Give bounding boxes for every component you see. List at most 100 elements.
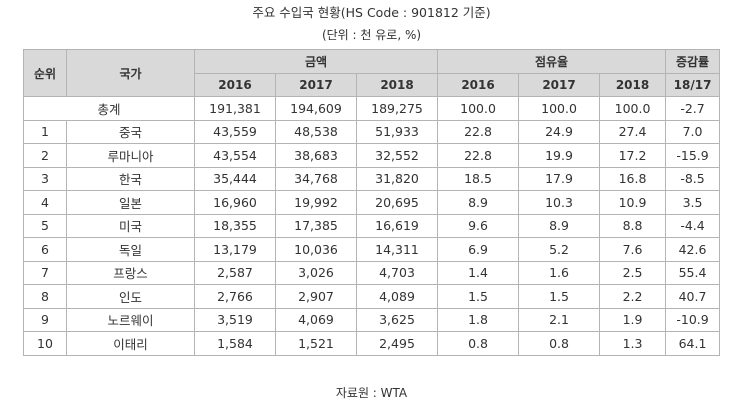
share-cell: 17.2 (599, 143, 667, 168)
amount-cell: 4,089 (355, 284, 439, 309)
share-cell: 1.6 (518, 260, 601, 285)
table-row: 6 독일 13,179 10,036 14,311 6.9 5.2 7.6 42.6 (23, 237, 721, 262)
amount-cell: 2,766 (194, 284, 276, 309)
amount-cell: 2,495 (355, 331, 439, 356)
table-row: 8 인도 2,766 2,907 4,089 1.5 1.5 2.2 40.7 (23, 284, 721, 309)
change-cell: 42.6 (665, 237, 721, 262)
share-cell: 8.9 (518, 213, 601, 238)
amount-cell: 194,609 (275, 96, 357, 121)
change-cell: 64.1 (665, 331, 721, 356)
share-cell: 6.9 (437, 237, 520, 262)
amount-cell: 3,519 (194, 307, 276, 332)
header-country: 국가 (66, 49, 195, 97)
rank-cell: 1 (23, 119, 67, 144)
header-amount-year: 2017 (275, 72, 357, 97)
header-amount: 금액 (193, 49, 439, 74)
share-cell: 27.4 (599, 119, 667, 144)
share-cell: 8.8 (599, 213, 667, 238)
table-row: 4 일본 16,960 19,992 20,695 8.9 10.3 10.9 3.5 (23, 190, 721, 215)
amount-cell: 51,933 (355, 119, 439, 144)
country-cell: 인도 (66, 284, 195, 309)
table-body: 총계 191,381 194,609 189,275 100.0 100.0 1… (23, 96, 721, 356)
amount-cell: 13,179 (194, 237, 276, 262)
amount-cell: 14,311 (355, 237, 439, 262)
country-cell: 프랑스 (66, 260, 195, 285)
rank-cell: 9 (23, 307, 67, 332)
change-cell: -15.9 (665, 143, 721, 168)
change-cell: -8.5 (665, 166, 721, 191)
share-cell: 0.8 (518, 331, 601, 356)
country-cell: 노르웨이 (66, 307, 195, 332)
total-row: 총계 191,381 194,609 189,275 100.0 100.0 1… (23, 96, 721, 121)
rank-cell: 7 (23, 260, 67, 285)
country-cell: 이태리 (66, 331, 195, 356)
share-cell: 1.8 (437, 307, 520, 332)
amount-cell: 1,521 (275, 331, 357, 356)
table-row: 7 프랑스 2,587 3,026 4,703 1.4 1.6 2.5 55.4 (23, 260, 721, 285)
amount-cell: 48,538 (275, 119, 357, 144)
share-cell: 22.8 (437, 143, 520, 168)
header-amount-year: 2016 (194, 72, 276, 97)
amount-cell: 18,355 (194, 213, 276, 238)
share-cell: 5.2 (518, 237, 601, 262)
rank-cell: 10 (23, 331, 67, 356)
amount-cell: 38,683 (275, 143, 357, 168)
share-cell: 2.2 (599, 284, 667, 309)
header-share-year: 2018 (599, 72, 667, 97)
table-row: 5 미국 18,355 17,385 16,619 9.6 8.9 8.8 -4.4 (23, 213, 721, 238)
share-cell: 2.1 (518, 307, 601, 332)
header-share: 점유율 (437, 49, 667, 74)
amount-cell: 4,703 (355, 260, 439, 285)
import-table: 순위 국가 금액 점유율 증감률 2016 2017 2018 2016 201… (23, 49, 721, 356)
rank-cell: 5 (23, 213, 67, 238)
share-cell: 100.0 (599, 96, 667, 121)
table-row: 9 노르웨이 3,519 4,069 3,625 1.8 2.1 1.9 -10.9 (23, 307, 721, 332)
share-cell: 16.8 (599, 166, 667, 191)
share-cell: 1.5 (437, 284, 520, 309)
table-title: 주요 수입국 현황(HS Code : 901812 기준) (252, 5, 491, 20)
header-amount-year: 2018 (355, 72, 439, 97)
rank-cell: 4 (23, 190, 67, 215)
amount-cell: 32,552 (355, 143, 439, 168)
amount-cell: 1,584 (194, 331, 276, 356)
share-cell: 1.4 (437, 260, 520, 285)
share-cell: 1.3 (599, 331, 667, 356)
amount-cell: 31,820 (355, 166, 439, 191)
share-cell: 24.9 (518, 119, 601, 144)
share-cell: 7.6 (599, 237, 667, 262)
share-cell: 10.9 (599, 190, 667, 215)
share-cell: 9.6 (437, 213, 520, 238)
source-note: 자료원 : WTA (335, 386, 408, 400)
country-cell: 독일 (66, 237, 195, 262)
amount-cell: 16,960 (194, 190, 276, 215)
amount-cell: 35,444 (194, 166, 276, 191)
share-cell: 10.3 (518, 190, 601, 215)
amount-cell: 3,026 (275, 260, 357, 285)
table-row: 2 루마니아 43,554 38,683 32,552 22.8 19.9 17.2 -15.9 (23, 143, 721, 168)
country-cell: 일본 (66, 190, 195, 215)
table-unit-note: (단위 : 천 유로, %) (321, 28, 422, 42)
header-change: 증감률 (665, 49, 721, 74)
total-label: 총계 (23, 96, 195, 121)
change-cell: 40.7 (665, 284, 721, 309)
rank-cell: 3 (23, 166, 67, 191)
amount-cell: 3,625 (355, 307, 439, 332)
change-cell: 7.0 (665, 119, 721, 144)
change-cell: -2.7 (665, 96, 721, 121)
amount-cell: 191,381 (194, 96, 276, 121)
country-cell: 한국 (66, 166, 195, 191)
rank-cell: 2 (23, 143, 67, 168)
rank-cell: 6 (23, 237, 67, 262)
amount-cell: 189,275 (355, 96, 439, 121)
amount-cell: 4,069 (275, 307, 357, 332)
share-cell: 18.5 (437, 166, 520, 191)
amount-cell: 10,036 (275, 237, 357, 262)
share-cell: 0.8 (437, 331, 520, 356)
amount-cell: 2,907 (275, 284, 357, 309)
header-rank: 순위 (23, 49, 67, 97)
share-cell: 22.8 (437, 119, 520, 144)
header-share-year: 2016 (437, 72, 520, 97)
table-row: 1 중국 43,559 48,538 51,933 22.8 24.9 27.4 7.0 (23, 119, 721, 144)
amount-cell: 19,992 (275, 190, 357, 215)
share-cell: 1.9 (599, 307, 667, 332)
